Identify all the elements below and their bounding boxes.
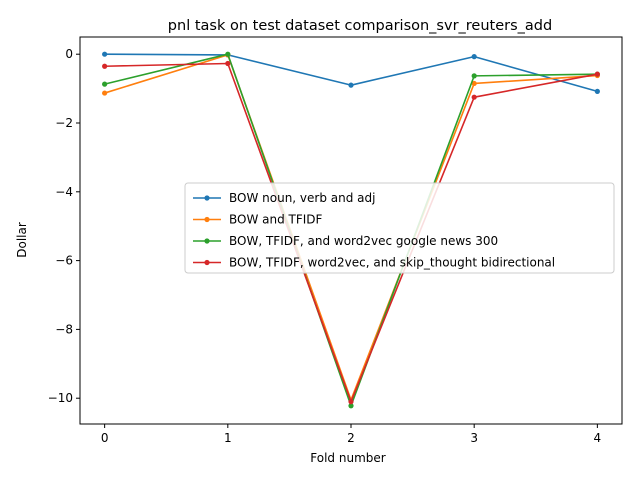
y-axis-label: Dollar: [15, 222, 29, 258]
x-tick-label: 4: [594, 431, 602, 445]
legend-swatch-marker: [204, 195, 210, 201]
legend-entry: BOW noun, verb and adj: [229, 191, 375, 205]
y-axis: 0 −2 −4 −6 −8 −10: [48, 47, 80, 405]
data-point: [471, 94, 477, 100]
data-point: [471, 54, 477, 60]
plot-area: [102, 51, 600, 409]
data-point: [225, 51, 231, 57]
y-tick-label: −4: [55, 185, 73, 199]
data-point: [102, 63, 108, 69]
x-tick-label: 1: [224, 431, 232, 445]
series-3: [102, 60, 600, 405]
x-tick-label: 2: [347, 431, 355, 445]
legend-swatch-marker: [204, 259, 210, 266]
y-tick-label: −2: [55, 116, 73, 130]
x-tick-label: 0: [101, 431, 109, 445]
legend-swatch-marker: [204, 238, 210, 244]
y-tick-label: −8: [55, 322, 73, 336]
data-point: [102, 51, 108, 57]
series-0: [102, 51, 600, 94]
x-tick-label: 3: [470, 431, 478, 445]
data-point: [594, 88, 600, 94]
data-point: [471, 80, 477, 87]
data-point: [225, 60, 231, 67]
y-tick-label: 0: [65, 47, 73, 61]
legend-box: [184, 182, 615, 274]
legend-entry: BOW, TFIDF, word2vec, and skip_thought b…: [229, 256, 555, 270]
data-point: [348, 399, 354, 405]
legend-entry: BOW, TFIDF, and word2vec google news 300: [229, 234, 498, 248]
y-tick-label: −6: [55, 254, 73, 268]
y-tick-label: −10: [48, 391, 73, 405]
data-point: [471, 73, 477, 79]
data-point: [102, 81, 108, 87]
legend-entry: BOW and TFIDF: [229, 213, 323, 227]
x-axis-label: Fold number: [310, 451, 385, 465]
data-point: [594, 71, 600, 77]
data-point: [348, 82, 354, 88]
data-point: [348, 403, 354, 409]
legend: BOW noun, verb and adj BOW and TFIDF BOW, …: [184, 182, 615, 274]
x-axis: 0 1 2 3 4: [101, 424, 601, 445]
legend-swatch-marker: [204, 216, 210, 223]
data-point: [102, 90, 108, 96]
chart-title: pnl task on test dataset comparison_svr_…: [168, 18, 552, 34]
